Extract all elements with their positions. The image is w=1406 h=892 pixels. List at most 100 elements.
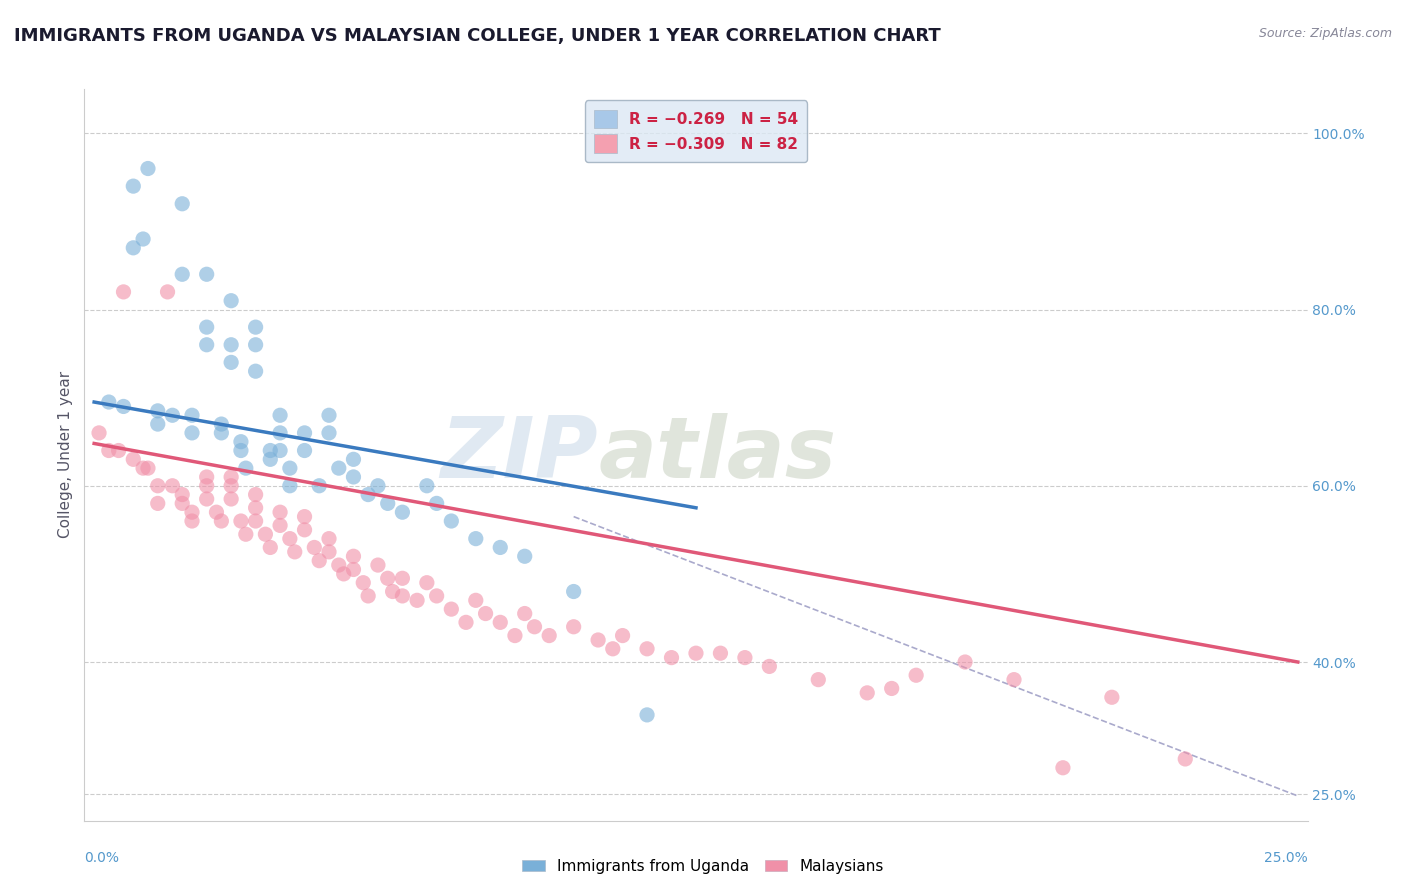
Point bbox=[1101, 690, 1123, 705]
Point bbox=[381, 584, 404, 599]
Point bbox=[318, 532, 340, 546]
Text: IMMIGRANTS FROM UGANDA VS MALAYSIAN COLLEGE, UNDER 1 YEAR CORRELATION CHART: IMMIGRANTS FROM UGANDA VS MALAYSIAN COLL… bbox=[14, 27, 941, 45]
Point bbox=[195, 338, 218, 352]
Y-axis label: College, Under 1 year: College, Under 1 year bbox=[58, 371, 73, 539]
Point bbox=[245, 320, 267, 334]
Point bbox=[122, 452, 145, 467]
Point bbox=[523, 620, 546, 634]
Point bbox=[294, 443, 316, 458]
Point bbox=[181, 425, 204, 440]
Point bbox=[269, 425, 291, 440]
Point bbox=[318, 425, 340, 440]
Point bbox=[367, 479, 389, 493]
Point bbox=[284, 545, 307, 559]
Point bbox=[136, 461, 159, 475]
Point bbox=[513, 607, 536, 621]
Point bbox=[172, 196, 194, 211]
Point bbox=[734, 650, 756, 665]
Point bbox=[235, 461, 257, 475]
Point bbox=[332, 566, 354, 581]
Point bbox=[294, 425, 316, 440]
Point bbox=[503, 629, 526, 643]
Point bbox=[367, 558, 389, 572]
Point bbox=[269, 518, 291, 533]
Point bbox=[219, 470, 242, 484]
Point bbox=[1002, 673, 1025, 687]
Point bbox=[328, 461, 350, 475]
Point bbox=[269, 443, 291, 458]
Point bbox=[304, 541, 326, 555]
Point bbox=[172, 267, 194, 281]
Point bbox=[328, 558, 350, 572]
Point bbox=[352, 575, 374, 590]
Point bbox=[342, 452, 364, 467]
Point bbox=[416, 575, 439, 590]
Point bbox=[112, 285, 135, 299]
Point bbox=[209, 417, 232, 431]
Point bbox=[172, 496, 194, 510]
Point bbox=[406, 593, 429, 607]
Point bbox=[661, 650, 683, 665]
Point bbox=[426, 496, 449, 510]
Point bbox=[112, 400, 135, 414]
Point bbox=[254, 527, 277, 541]
Point bbox=[440, 514, 463, 528]
Point bbox=[538, 629, 561, 643]
Text: 25.0%: 25.0% bbox=[1264, 851, 1308, 865]
Point bbox=[181, 514, 204, 528]
Point bbox=[377, 571, 399, 585]
Point bbox=[308, 554, 330, 568]
Point bbox=[245, 364, 267, 378]
Point bbox=[229, 514, 252, 528]
Point bbox=[219, 338, 242, 352]
Point bbox=[259, 541, 281, 555]
Point bbox=[107, 443, 129, 458]
Point bbox=[612, 629, 634, 643]
Legend: Immigrants from Uganda, Malaysians: Immigrants from Uganda, Malaysians bbox=[516, 853, 890, 880]
Point bbox=[1052, 761, 1074, 775]
Point bbox=[219, 479, 242, 493]
Point bbox=[195, 479, 218, 493]
Point bbox=[122, 241, 145, 255]
Point bbox=[377, 496, 399, 510]
Point bbox=[122, 179, 145, 194]
Point bbox=[636, 707, 658, 722]
Point bbox=[318, 409, 340, 423]
Point bbox=[219, 355, 242, 369]
Point bbox=[181, 409, 204, 423]
Point bbox=[905, 668, 928, 682]
Text: ZIP: ZIP bbox=[440, 413, 598, 497]
Point bbox=[235, 527, 257, 541]
Point bbox=[454, 615, 477, 630]
Point bbox=[474, 607, 496, 621]
Point bbox=[146, 417, 169, 431]
Text: Source: ZipAtlas.com: Source: ZipAtlas.com bbox=[1258, 27, 1392, 40]
Point bbox=[636, 641, 658, 656]
Point bbox=[162, 479, 184, 493]
Point bbox=[132, 461, 155, 475]
Point bbox=[342, 549, 364, 564]
Point bbox=[391, 505, 413, 519]
Point bbox=[1174, 752, 1197, 766]
Point bbox=[416, 479, 439, 493]
Point bbox=[209, 425, 232, 440]
Point bbox=[602, 641, 624, 656]
Point bbox=[464, 532, 486, 546]
Point bbox=[259, 443, 281, 458]
Point bbox=[195, 320, 218, 334]
Point bbox=[146, 404, 169, 418]
Point bbox=[856, 686, 879, 700]
Point bbox=[195, 470, 218, 484]
Point bbox=[245, 487, 267, 501]
Point bbox=[709, 646, 731, 660]
Point bbox=[342, 562, 364, 576]
Point bbox=[586, 632, 609, 647]
Text: atlas: atlas bbox=[598, 413, 837, 497]
Point bbox=[278, 532, 301, 546]
Point bbox=[245, 338, 267, 352]
Point bbox=[97, 443, 120, 458]
Point bbox=[807, 673, 830, 687]
Point bbox=[685, 646, 707, 660]
Point bbox=[181, 505, 204, 519]
Point bbox=[245, 500, 267, 515]
